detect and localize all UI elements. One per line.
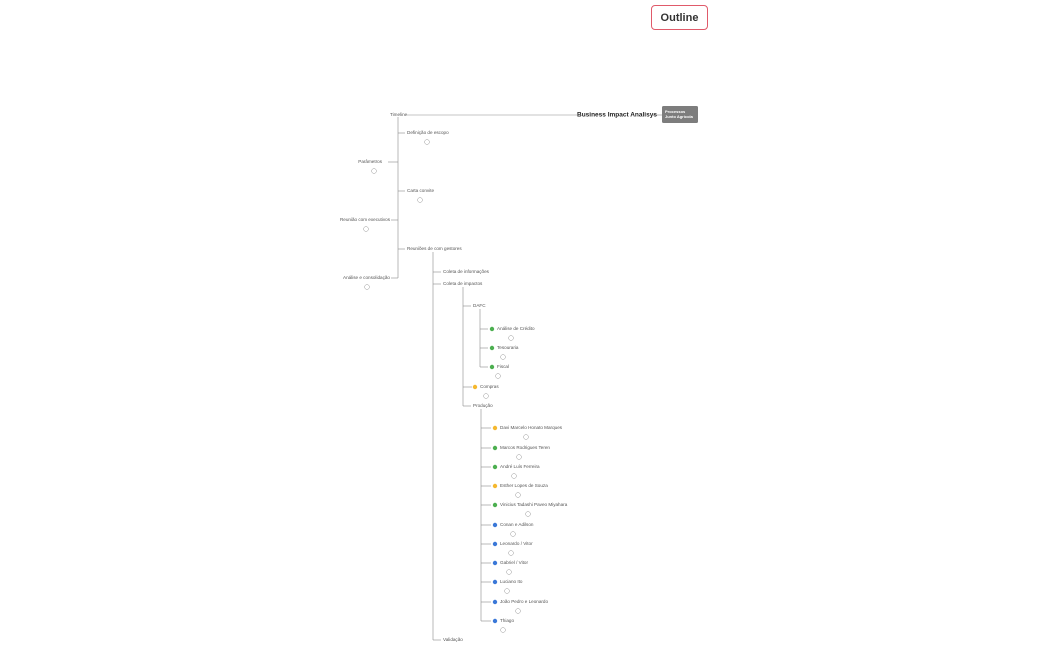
root-tag-box <box>662 106 698 123</box>
node-label: Conan e Adilson <box>500 522 534 527</box>
node-icon <box>510 531 516 537</box>
status-dot <box>489 326 495 332</box>
node-label: Davi Marcelo Honato Marques <box>500 425 563 430</box>
node-label: Parâmetros <box>358 159 382 164</box>
node-label: Produção <box>473 403 493 408</box>
status-dot <box>492 464 498 470</box>
status-dot <box>492 618 498 624</box>
node-icon <box>504 588 510 594</box>
status-dot <box>492 541 498 547</box>
node-label: Carta convite <box>407 188 435 193</box>
node-icon <box>515 492 521 498</box>
node-label: Compras <box>480 384 499 389</box>
node-label: Coleta de informações <box>443 269 490 274</box>
node-label: Thiago <box>500 618 514 623</box>
node-label: Gabriel / Vitor <box>500 560 528 565</box>
node-icon <box>511 473 517 479</box>
node-label: Reunião com executivos <box>340 217 391 222</box>
node-icon <box>371 168 377 174</box>
node-icon <box>364 284 370 290</box>
status-dot <box>492 502 498 508</box>
node-icon <box>516 454 522 460</box>
node-label: Luciano Ito <box>500 579 523 584</box>
status-dot <box>492 560 498 566</box>
node-label: Leonardo / Vitor <box>500 541 533 546</box>
node-label: Tesouraria <box>497 345 519 350</box>
node-icon <box>363 226 369 232</box>
node-label: DAFC <box>473 303 486 308</box>
node-label: Definição de escopo <box>407 130 449 135</box>
status-dot <box>492 445 498 451</box>
node-label: Vinicius Tadashi Paveo Miyahara <box>500 502 568 507</box>
node-icon <box>500 627 506 633</box>
node-icon <box>508 550 514 556</box>
node-label: Marcos Rodrigues Teren <box>500 445 550 450</box>
node-icon <box>506 569 512 575</box>
status-dot <box>489 345 495 351</box>
node-icon <box>515 608 521 614</box>
node-icon <box>525 511 531 517</box>
node-icon <box>417 197 423 203</box>
status-dot <box>492 483 498 489</box>
root-tag: Processos Junto Agrícola <box>665 109 693 119</box>
node-label: Reuniões de com gestores <box>407 246 462 251</box>
node-icon <box>500 354 506 360</box>
root-label: Business Impact Analisys <box>577 112 657 119</box>
node-label: André Luís Ferreira <box>500 464 540 469</box>
node-label: Análise e consolidação <box>343 275 390 280</box>
status-dot <box>492 425 498 431</box>
node-label: Fiscal <box>497 364 509 369</box>
status-dot <box>472 384 478 390</box>
node-icon <box>424 139 430 145</box>
node-icon <box>508 335 514 341</box>
node-icon <box>483 393 489 399</box>
node-label: Validação <box>443 637 463 642</box>
status-dot <box>489 364 495 370</box>
root-tag-text: Processos Junto Agrícola <box>665 109 693 119</box>
node-label: Análise de Crédito <box>497 326 535 331</box>
node-label: Esther Lopes de Souza <box>500 483 548 488</box>
node-icon <box>523 434 529 440</box>
node-label: Timeline <box>390 112 408 117</box>
status-dot <box>492 522 498 528</box>
node-label: João Pedro e Leonardo <box>500 599 548 604</box>
status-dot <box>492 579 498 585</box>
status-dot <box>492 599 498 605</box>
node-icon <box>495 373 501 379</box>
node-label: Coleta de impactos <box>443 281 483 286</box>
outline-button[interactable]: Outline <box>651 5 708 30</box>
